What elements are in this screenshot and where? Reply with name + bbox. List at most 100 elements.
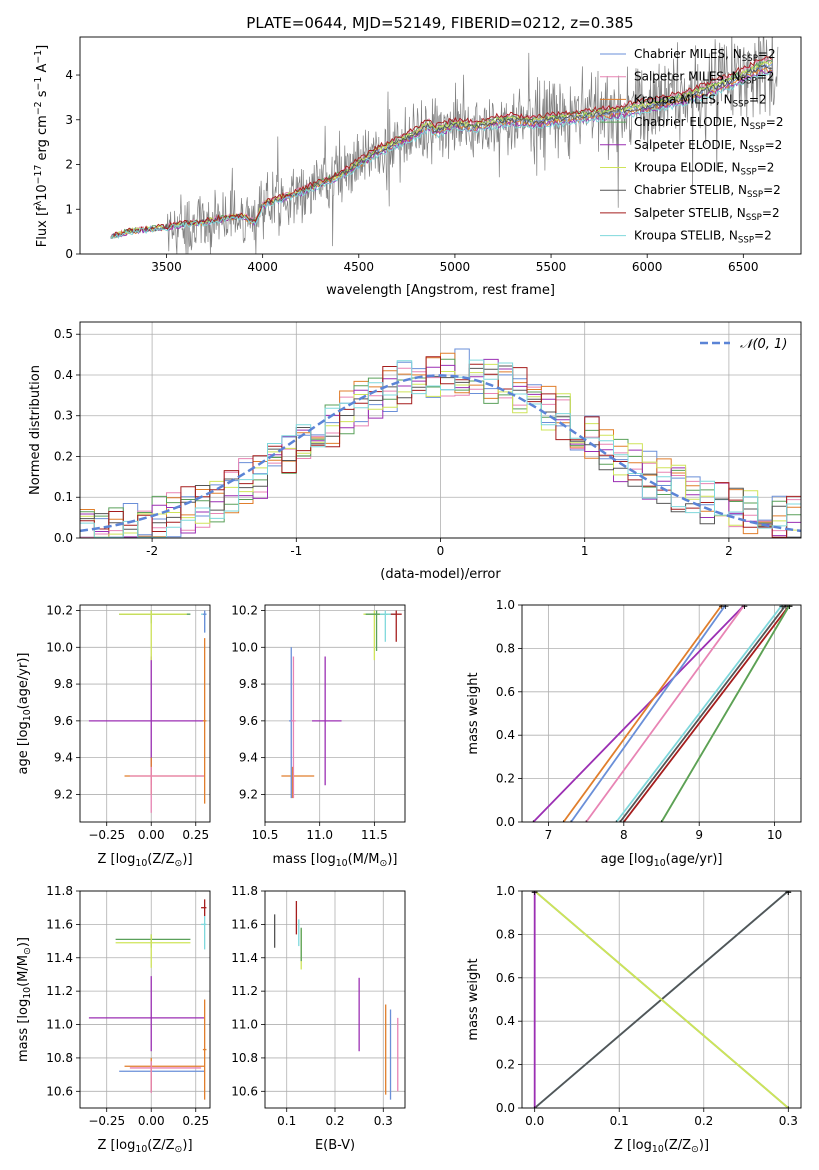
y-tick-label: 3 [65, 113, 73, 127]
x-tick-label: 6000 [632, 260, 663, 274]
y-tick-label: 10.2 [231, 604, 258, 618]
endpoint-marker: + [785, 1105, 793, 1115]
y-axis-label: mass weight [466, 958, 481, 1040]
y-tick-label: 9.4 [54, 751, 73, 765]
endpoint-marker: + [785, 888, 793, 898]
model-line-kroupa_stelib [110, 70, 773, 240]
y-axis-label: mass [log10(M/M⊙)] [16, 937, 33, 1062]
cumulative-weight-line [570, 605, 727, 822]
endpoint-marker: + [530, 819, 538, 829]
x-axis-label: Z [log10(Z/Z⊙)] [97, 1138, 192, 1155]
axes-frame [264, 890, 406, 1109]
y-tick-label: 9.8 [54, 677, 73, 691]
endpoint-marker: + [658, 819, 666, 829]
mass-weight-vs-metallicity-panel: 0.0 0.1 0.2 0.30.00.20.40.60.81.0++++++++++… [466, 884, 802, 1155]
x-axis-label: (data-model)/error [380, 567, 501, 582]
y-tick-label: 0.0 [496, 815, 515, 829]
x-axis-label: Z [log10(Z/Z⊙)] [614, 1138, 709, 1155]
x-tick-label: 0.0 [525, 1114, 544, 1128]
legend-label: Salpeter STELIB, NSSP=2 [634, 206, 780, 223]
y-tick-label: 0.8 [496, 927, 515, 941]
x-tick-label: 5000 [440, 260, 471, 274]
endpoint-marker: + [560, 819, 568, 829]
x-tick-label: -2 [146, 544, 158, 558]
endpoint-marker: + [786, 602, 794, 612]
y-tick-label: 10.6 [46, 1084, 73, 1098]
y-tick-label: 9.2 [54, 787, 73, 801]
endpoint-marker: + [782, 602, 790, 612]
y-tick-label: 10.6 [231, 1084, 258, 1098]
y-axis-label: age [log10(age/yr)] [16, 653, 33, 775]
x-tick-label: 4500 [344, 260, 375, 274]
age-vs-metallicity-panel: −0.25 0.00 0.25 9.2 9.4 9.6 9.8 10.0 10.2 Z [log1… [16, 604, 211, 869]
y-tick-label: 10.0 [46, 640, 73, 654]
plot-area [274, 901, 399, 1100]
x-axis-label: wavelength [Angstrom, rest frame] [326, 283, 555, 298]
plot-area [281, 610, 402, 799]
x-axis-label: E(B-V) [315, 1138, 355, 1153]
cumulative-weight-line [534, 891, 789, 1108]
x-tick-label: 0.00 [138, 1114, 165, 1128]
x-tick-label: 0.25 [182, 1114, 209, 1128]
endpoint-marker: + [785, 888, 793, 898]
y-tick-label: 0.2 [496, 772, 515, 786]
endpoint-marker: + [785, 1105, 793, 1115]
endpoint-marker: + [718, 602, 726, 612]
legend-label: Chabrier ELODIE, NSSP=2 [634, 115, 783, 132]
cumulative-weight-line [562, 605, 723, 822]
y-axis-label: Flux [fλ10−17 erg cm−2 s−1 A−1] [33, 45, 50, 247]
x-tick-label: 10 [767, 828, 782, 842]
normal-distribution-curve [80, 374, 801, 533]
x-tick-label: 5500 [536, 260, 567, 274]
legend-label: Chabrier MILES, NSSP=2 [634, 47, 776, 64]
x-tick-label: 11.0 [306, 828, 333, 842]
axes-frame [79, 321, 802, 539]
x-tick-label: 9 [695, 828, 703, 842]
plot-area [80, 348, 801, 538]
legend-label: Kroupa STELIB, NSSP=2 [634, 229, 772, 246]
y-tick-label: 11.6 [231, 917, 258, 931]
x-tick-label: 3500 [151, 260, 182, 274]
y-tick-label: 11.4 [46, 951, 73, 965]
x-tick-label: 10.5 [252, 828, 279, 842]
y-tick-label: 1.0 [496, 598, 515, 612]
endpoint-marker: + [531, 888, 539, 898]
y-tick-label: 9.8 [239, 677, 258, 691]
y-axis-label: Normed distribution [28, 365, 43, 495]
legend-label: Kroupa MILES, NSSP=2 [634, 92, 767, 109]
x-axis-label: mass [log10(M/M⊙)] [273, 852, 398, 869]
endpoint-marker: + [531, 1105, 539, 1115]
axes-frame [264, 604, 406, 823]
y-tick-label: 0.0 [54, 531, 73, 545]
y-tick-label: 9.2 [239, 787, 258, 801]
y-tick-label: 0.5 [54, 327, 73, 341]
y-tick-label: 10.8 [46, 1051, 73, 1065]
plot-area [88, 610, 207, 813]
cumulative-weight-line [660, 605, 791, 822]
cumulative-weight-line [619, 605, 787, 822]
x-tick-label: 0.1 [277, 1114, 296, 1128]
x-axis-label: Z [log10(Z/Z⊙)] [97, 852, 192, 869]
endpoint-marker: + [616, 819, 624, 829]
spectrum-panel: 3500 4000 4500 5000 5500 6000 6500 0 1 2 3 4 wavelen… [33, 36, 802, 298]
y-tick-label: 10.0 [231, 640, 258, 654]
endpoint-marker: + [785, 888, 793, 898]
mass-weight-vs-age-panel: 7 8 9 100.00.20.40.60.81.0+++++++++++++++++… [466, 598, 802, 869]
y-tick-label: 11.4 [231, 951, 258, 965]
cumulative-weight-line [615, 605, 783, 822]
data-spectrum-line [166, 37, 779, 254]
axes-frame [79, 36, 802, 255]
y-tick-label: 11.0 [231, 1018, 258, 1032]
x-tick-label: 0.1 [610, 1114, 629, 1128]
y-tick-label: 10.2 [46, 604, 73, 618]
y-tick-label: 11.2 [46, 984, 73, 998]
x-tick-label: −0.25 [88, 1114, 125, 1128]
y-tick-label: 9.4 [239, 751, 258, 765]
y-tick-label: 11.8 [231, 884, 258, 898]
endpoint-marker: + [786, 602, 794, 612]
y-tick-label: 0.6 [496, 971, 515, 985]
plot-area [88, 899, 207, 1100]
y-tick-label: 0.3 [54, 409, 73, 423]
endpoint-marker: + [741, 602, 749, 612]
